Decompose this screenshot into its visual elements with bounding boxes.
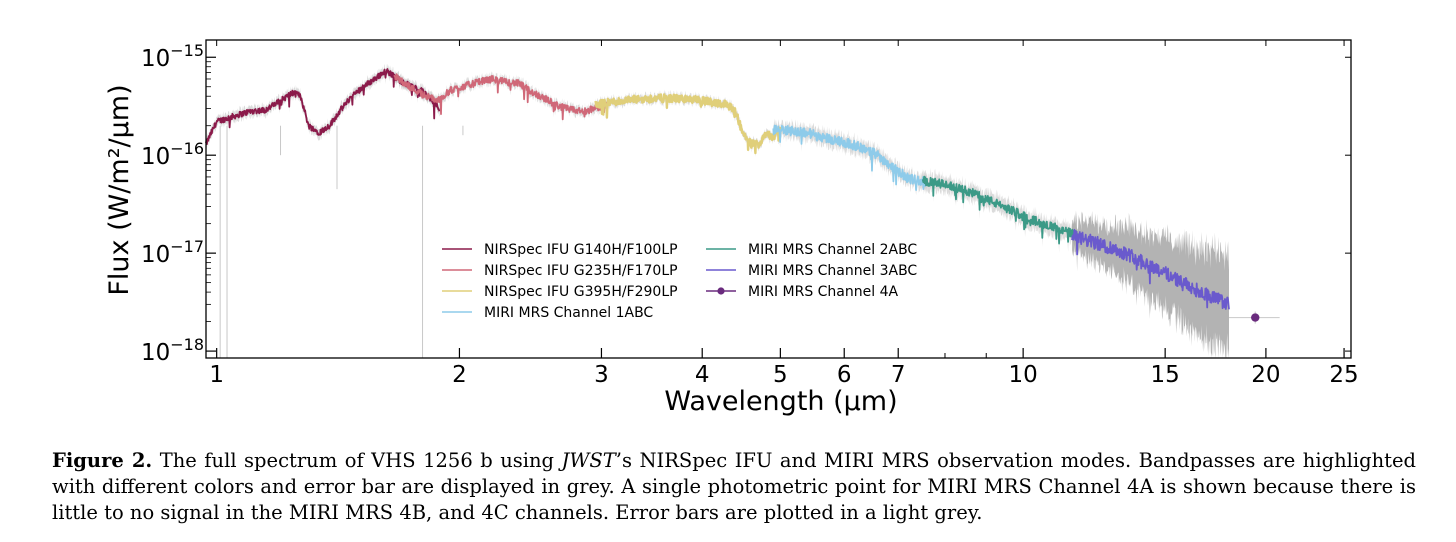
- legend-label: NIRSpec IFU G395H/F290LP: [484, 284, 678, 300]
- series-line-6: [1071, 228, 1230, 310]
- legend: NIRSpec IFU G140H/F100LP NIRSpec IFU G235…: [442, 242, 917, 321]
- error-band-1: [206, 64, 440, 150]
- series-line-5: [921, 175, 1079, 245]
- legend-label: NIRSpec IFU G235H/F170LP: [484, 263, 678, 279]
- series-layer: [205, 68, 1280, 324]
- x-tick-label: 15: [1151, 362, 1180, 388]
- x-tick-label: 25: [1329, 362, 1358, 388]
- x-axis: 1 2 3 4 5 6 7 10 15 20 25: [209, 40, 1359, 388]
- legend-label: NIRSpec IFU G140H/F100LP: [484, 242, 678, 258]
- x-tick-label: 10: [1008, 362, 1037, 388]
- x-tick-label: 4: [695, 362, 710, 388]
- series-line-4: [772, 124, 928, 191]
- x-tick-label: 6: [837, 362, 852, 388]
- y-axis: 10−18 10−17 10−16 10−15: [141, 41, 1351, 366]
- figure-caption: Figure 2. The full spectrum of VHS 1256 …: [52, 448, 1416, 526]
- y-tick-label: 10−17: [141, 237, 204, 268]
- y-tick-label: 10−16: [141, 139, 204, 170]
- caption-jwst: JWST: [561, 449, 616, 472]
- y-axis-title: Flux (W/m²/μm): [104, 84, 135, 295]
- plot-frame: [205, 39, 1352, 359]
- legend-label: MIRI MRS Channel 1ABC: [484, 305, 653, 321]
- legend-marker: [717, 287, 725, 295]
- series-line-3: [594, 93, 782, 155]
- caption-text-1: The full spectrum of VHS 1256 b using: [152, 449, 562, 472]
- x-tick-label: 2: [452, 362, 467, 388]
- x-tick-label: 7: [891, 362, 906, 388]
- x-axis-title: Wavelength (μm): [664, 386, 897, 417]
- x-tick-label: 3: [594, 362, 609, 388]
- error-band-3: [595, 89, 781, 157]
- y-tick-label: 10−15: [141, 41, 204, 72]
- error-band-layer: [206, 64, 1229, 358]
- ch4a-point: [1251, 313, 1260, 322]
- series-line-2: [393, 73, 608, 121]
- x-tick-label: 1: [209, 362, 224, 388]
- legend-label: MIRI MRS Channel 2ABC: [748, 242, 917, 258]
- y-tick-label: 10−18: [141, 335, 204, 366]
- legend-label: MIRI MRS Channel 4A: [748, 284, 898, 300]
- spectrum-chart: 1 2 3 4 5 6 7 10 15 20 25 10−18 10−17 10−16 10−15 Wav…: [104, 39, 1359, 417]
- x-tick-label: 5: [773, 362, 788, 388]
- legend-label: MIRI MRS Channel 3ABC: [748, 263, 917, 279]
- caption-text-2: ’s NIRSpec IFU and MIRI MRS observation …: [52, 449, 1417, 524]
- x-tick-label: 20: [1251, 362, 1280, 388]
- caption-label: Figure 2.: [52, 449, 153, 472]
